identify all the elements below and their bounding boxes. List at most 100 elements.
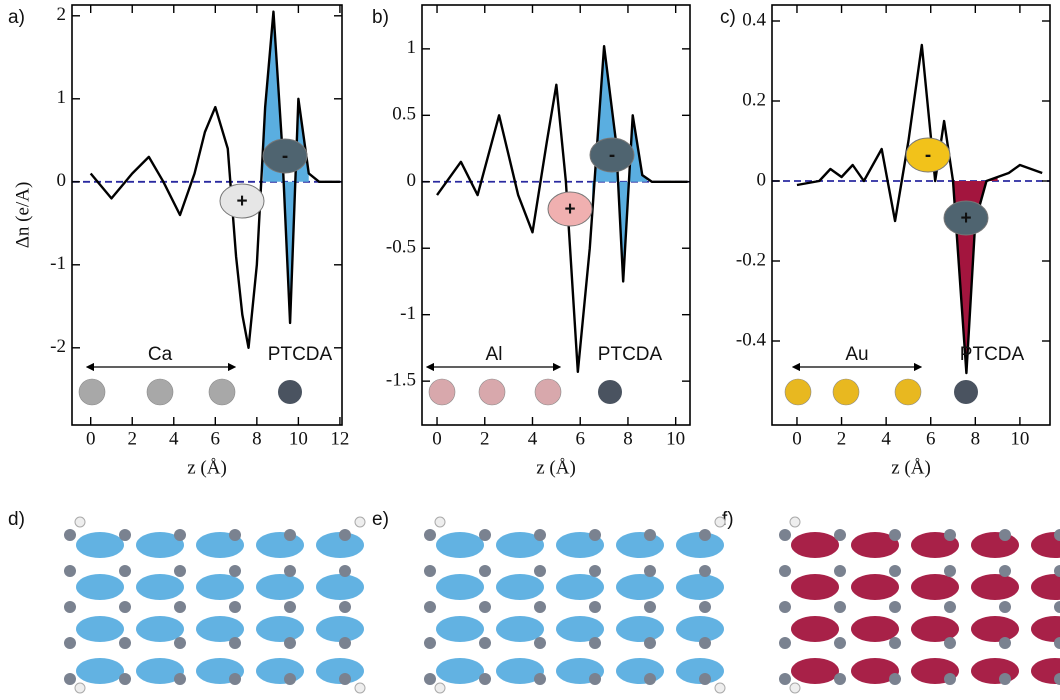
orbital-lobe — [676, 658, 724, 684]
atom — [999, 601, 1011, 613]
orbital-lobe — [676, 574, 724, 600]
atom — [534, 637, 546, 649]
h-atom — [74, 682, 86, 694]
fill-area — [953, 177, 998, 373]
orbital-lobe — [971, 658, 1019, 684]
data-line — [436, 45, 688, 374]
atom — [834, 673, 846, 685]
atom — [424, 565, 436, 577]
molecule-label: PTCDA — [268, 344, 333, 365]
y-tick-label: -0.5 — [386, 237, 416, 258]
atom — [779, 601, 791, 613]
orbital-lobe — [76, 658, 124, 684]
orbital-lobe — [136, 616, 184, 642]
orbital-lobe — [971, 574, 1019, 600]
orbital-lobe — [256, 574, 304, 600]
charge-oval — [262, 138, 308, 174]
x-tick-label: 0 — [792, 428, 802, 449]
atom — [1054, 637, 1060, 649]
atom — [339, 637, 351, 649]
orbital-lobe — [791, 658, 839, 684]
orbital-lobe — [616, 532, 664, 558]
atom — [534, 565, 546, 577]
x-tick-label: 12 — [330, 428, 349, 449]
x-axis-label: z (Å) — [891, 457, 931, 478]
metal-atom — [894, 378, 922, 406]
orbital-lobe — [616, 574, 664, 600]
charge-sign: + — [564, 199, 575, 220]
orbital-lobe — [851, 574, 899, 600]
atom — [699, 601, 711, 613]
charge-sign: + — [960, 208, 971, 229]
atom — [944, 601, 956, 613]
atom — [479, 637, 491, 649]
atom — [834, 637, 846, 649]
orbital-lobe — [971, 532, 1019, 558]
orbital-lobe — [851, 658, 899, 684]
molecule-label: PTCDA — [598, 344, 663, 365]
plot-frame — [771, 4, 1051, 426]
y-tick-label: -2 — [50, 336, 66, 357]
atom — [589, 565, 601, 577]
atom — [174, 529, 186, 541]
charge-oval — [943, 200, 989, 236]
metal-atom — [534, 378, 562, 406]
molecule-label: PTCDA — [960, 344, 1025, 365]
atom — [119, 529, 131, 541]
metal-label: Al — [486, 344, 503, 365]
orbital-lobe — [791, 616, 839, 642]
orbital-lobe — [316, 658, 364, 684]
atom — [229, 673, 241, 685]
atom — [1054, 529, 1060, 541]
h-atom — [354, 516, 366, 528]
molecule-atom — [598, 380, 622, 404]
atom — [944, 565, 956, 577]
atom — [479, 565, 491, 577]
atom — [644, 529, 656, 541]
atom — [119, 673, 131, 685]
atom — [424, 601, 436, 613]
orbital-lobe — [316, 532, 364, 558]
y-tick-label: 0.2 — [742, 89, 766, 110]
x-axis-label: z (Å) — [187, 457, 227, 478]
atom — [229, 637, 241, 649]
orbital-lobe — [496, 658, 544, 684]
metal-atom — [832, 378, 860, 406]
x-tick-label: 2 — [480, 428, 490, 449]
orbital-lobe — [556, 616, 604, 642]
atom — [699, 565, 711, 577]
metal-label: Au — [845, 344, 868, 365]
orbital-lobe — [196, 616, 244, 642]
molecule-atom — [954, 380, 978, 404]
atom — [64, 673, 76, 685]
atom — [644, 601, 656, 613]
orbital-lobe — [436, 574, 484, 600]
atom — [889, 565, 901, 577]
atom — [999, 637, 1011, 649]
atom — [1054, 601, 1060, 613]
orbital-lobe — [616, 616, 664, 642]
metal-atom — [428, 378, 456, 406]
orbital-lobe — [76, 532, 124, 558]
atom — [119, 601, 131, 613]
atom — [479, 601, 491, 613]
y-tick-label: 0 — [407, 170, 417, 191]
atom — [229, 529, 241, 541]
x-tick-label: 10 — [289, 428, 308, 449]
orbital-lobe — [256, 616, 304, 642]
orbital-lobe — [1031, 574, 1060, 600]
atom — [339, 601, 351, 613]
charge-sign: + — [236, 191, 247, 212]
atom — [339, 529, 351, 541]
atom — [284, 601, 296, 613]
atom — [479, 529, 491, 541]
atom — [229, 565, 241, 577]
orbital-lobe — [791, 532, 839, 558]
h-atom — [434, 682, 446, 694]
h-atom — [789, 682, 801, 694]
orbital-lobe — [256, 532, 304, 558]
atom — [699, 529, 711, 541]
y-tick-label: -1.5 — [386, 369, 416, 390]
h-atom — [434, 516, 446, 528]
